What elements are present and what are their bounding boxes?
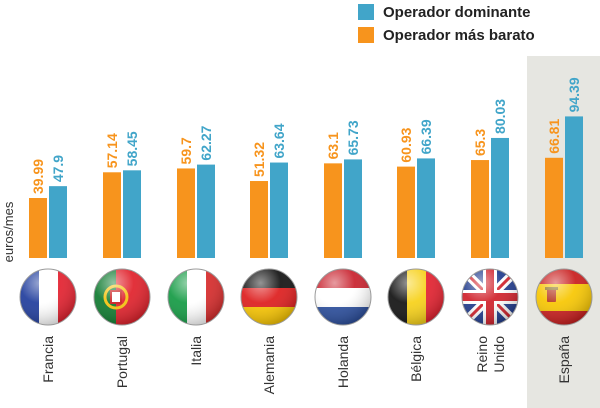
legend-swatch-operador-dominante xyxy=(358,4,374,20)
data-label-cheapest-espana: 66.81 xyxy=(546,119,562,154)
category-label-italia: Italia xyxy=(188,336,204,366)
legend-label-operador-mas-barato: Operador más barato xyxy=(383,27,535,44)
category-label-holanda: Holanda xyxy=(335,336,351,388)
italy-flag-icon xyxy=(167,268,225,326)
legend-label-operador-dominante: Operador dominante xyxy=(383,4,531,21)
data-label-cheapest-reino-unido: 65.3 xyxy=(472,129,488,156)
data-label-cheapest-portugal: 57.14 xyxy=(104,133,120,168)
data-label-cheapest-holanda: 63.1 xyxy=(325,132,341,159)
bar-dominant-belgica xyxy=(417,158,435,258)
portugal-flag-icon xyxy=(93,268,151,326)
france-flag-icon xyxy=(19,268,77,326)
bar-dominant-holanda xyxy=(344,159,362,258)
bar-dominant-francia xyxy=(49,186,67,258)
data-label-dominant-italia: 62.27 xyxy=(198,125,214,160)
category-label-belgica: Bélgica xyxy=(408,336,424,382)
category-label-francia: Francia xyxy=(40,336,56,383)
uk-flag-icon xyxy=(461,268,519,326)
category-label-espana: España xyxy=(556,336,572,384)
category-label-reino-unido-line1: Reino xyxy=(474,336,490,373)
data-label-cheapest-francia: 39.99 xyxy=(30,159,46,194)
bar-dominant-italia xyxy=(197,164,215,258)
bar-dominant-reino-unido xyxy=(491,137,509,258)
bar-dominant-alemania xyxy=(270,162,288,258)
bar-cheapest-alemania xyxy=(250,181,268,258)
data-label-dominant-portugal: 58.45 xyxy=(124,131,140,166)
bar-cheapest-francia xyxy=(29,198,47,258)
bar-cheapest-holanda xyxy=(324,163,342,258)
data-label-cheapest-belgica: 60.93 xyxy=(398,127,414,162)
data-label-dominant-belgica: 66.39 xyxy=(418,119,434,154)
spain-flag-icon xyxy=(535,268,593,326)
bar-cheapest-belgica xyxy=(397,166,415,258)
data-label-dominant-francia: 47.9 xyxy=(50,155,66,182)
data-label-dominant-reino-unido: 80.03 xyxy=(492,99,508,134)
legend-swatch-operador-mas-barato xyxy=(358,27,374,43)
bar-cheapest-reino-unido xyxy=(471,160,489,258)
highlight-column-espana xyxy=(527,56,600,408)
bar-dominant-portugal xyxy=(123,170,141,258)
category-label-alemania: Alemania xyxy=(261,336,277,395)
data-label-dominant-holanda: 65.73 xyxy=(345,120,361,155)
category-label-portugal: Portugal xyxy=(114,336,130,388)
netherlands-flag-icon xyxy=(314,268,372,326)
bar-cheapest-portugal xyxy=(103,172,121,258)
data-label-cheapest-alemania: 51.32 xyxy=(251,142,267,177)
y-axis-label: euros/mes xyxy=(1,201,16,262)
data-label-dominant-espana: 94.39 xyxy=(566,77,582,112)
data-label-dominant-alemania: 63.64 xyxy=(271,123,287,158)
data-label-cheapest-italia: 59.7 xyxy=(178,137,194,164)
category-label-reino-unido-line2: Unido xyxy=(491,336,507,373)
bar-cheapest-italia xyxy=(177,168,195,258)
bar-cheapest-espana xyxy=(545,157,563,258)
bar-dominant-espana xyxy=(565,116,583,258)
germany-flag-icon xyxy=(240,268,298,326)
belgium-flag-icon xyxy=(387,268,445,326)
